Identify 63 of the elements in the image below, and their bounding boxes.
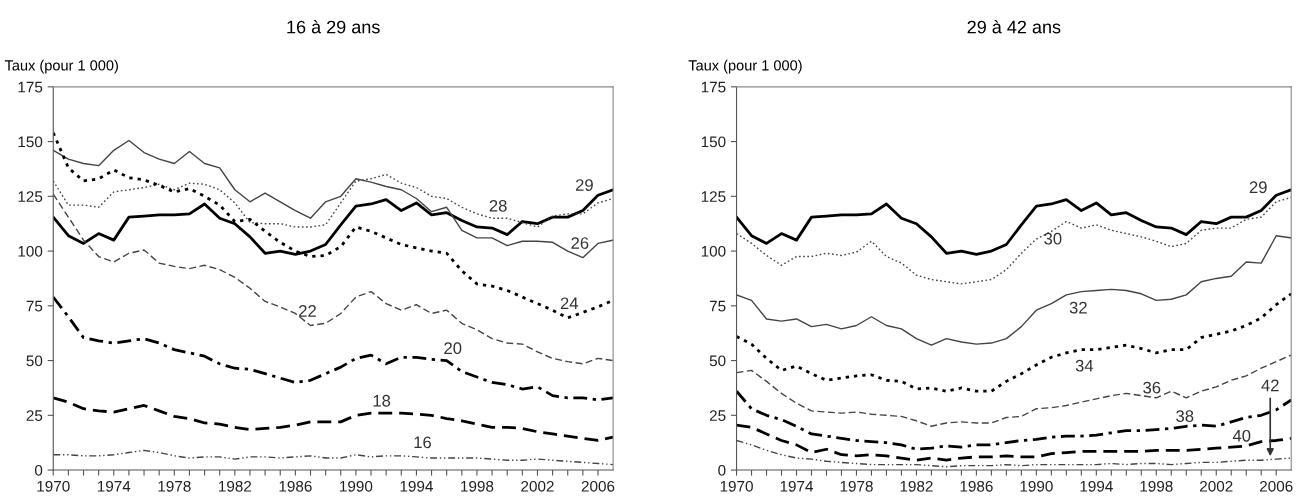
x-tick-label: 2006 bbox=[581, 480, 615, 492]
y-tick-label: 25 bbox=[709, 410, 726, 421]
x-tick-label: 1998 bbox=[461, 480, 494, 492]
x-tick-label: 1982 bbox=[900, 480, 933, 492]
series-label: 30 bbox=[1044, 232, 1062, 245]
line-series bbox=[736, 354, 1292, 427]
series-label: 34 bbox=[1075, 359, 1094, 372]
x-tick-label: 1978 bbox=[840, 480, 873, 492]
y-tick-label: 175 bbox=[18, 81, 43, 93]
y-axis-title: Taux (pour 1 000) bbox=[4, 59, 118, 74]
y-tick-label: 0 bbox=[718, 464, 726, 476]
y-tick-label: 75 bbox=[26, 300, 43, 312]
chart-title: 16 à 29 ans bbox=[287, 19, 380, 34]
x-tick-label: 1990 bbox=[1020, 480, 1053, 492]
x-tick-label: 1986 bbox=[960, 480, 993, 492]
x-tick-label: 1974 bbox=[780, 480, 814, 492]
series-label: 40 bbox=[1232, 429, 1251, 442]
text: 42 bbox=[1261, 379, 1279, 392]
x-tick-label: 1994 bbox=[400, 480, 433, 492]
y-tick-label: 150 bbox=[18, 136, 43, 148]
y-tick-label: 100 bbox=[18, 245, 43, 257]
y-tick-label: 125 bbox=[701, 191, 726, 203]
x-tick-label: 1998 bbox=[1140, 480, 1173, 492]
series-label: 36 bbox=[1143, 381, 1161, 394]
chart-title: 29 à 42 ans bbox=[967, 19, 1061, 34]
y-tick-label: 0 bbox=[34, 464, 43, 476]
x-tick-label: 1978 bbox=[158, 480, 191, 492]
y-tick-label: 125 bbox=[18, 191, 43, 203]
x-tick-label: 1990 bbox=[340, 480, 373, 492]
y-tick-label: 100 bbox=[701, 245, 726, 257]
x-tick-label: 1970 bbox=[720, 480, 753, 492]
series-label: 28 bbox=[489, 199, 507, 212]
series-label: 22 bbox=[299, 305, 316, 317]
x-tick-label: 1986 bbox=[279, 480, 312, 492]
line-series bbox=[736, 423, 1292, 462]
x-tick-label: 1994 bbox=[1080, 480, 1113, 492]
series-label: 32 bbox=[1069, 301, 1087, 314]
y-tick-label: 25 bbox=[26, 410, 43, 421]
series-label: 20 bbox=[444, 342, 462, 355]
line-series bbox=[736, 196, 1292, 285]
y-tick-label: 150 bbox=[701, 136, 726, 148]
series-label: 16 bbox=[414, 436, 432, 449]
line-series bbox=[53, 449, 614, 466]
series-label: 26 bbox=[571, 237, 589, 249]
series-label: 38 bbox=[1176, 410, 1194, 422]
series-label: 18 bbox=[373, 394, 391, 407]
line-series bbox=[53, 193, 614, 365]
line-series bbox=[736, 292, 1292, 393]
x-tick-label: 1970 bbox=[37, 480, 70, 492]
x-tick-label: 1982 bbox=[219, 480, 252, 492]
line-series bbox=[53, 139, 614, 259]
y-axis-title: Taux (pour 1 000) bbox=[688, 59, 802, 74]
series-label: 29 bbox=[1249, 181, 1267, 194]
series-label: 29 bbox=[575, 179, 593, 191]
y-tick-label: 50 bbox=[26, 355, 43, 367]
x-tick-label: 2002 bbox=[521, 480, 554, 492]
y-tick-label: 50 bbox=[709, 355, 726, 367]
series-label: 24 bbox=[560, 297, 579, 310]
y-tick-label: 175 bbox=[701, 81, 726, 93]
x-tick-label: 2006 bbox=[1259, 480, 1293, 492]
x-tick-label: 1974 bbox=[97, 480, 131, 492]
y-tick-label: 75 bbox=[709, 300, 726, 312]
x-tick-label: 2002 bbox=[1200, 480, 1233, 492]
